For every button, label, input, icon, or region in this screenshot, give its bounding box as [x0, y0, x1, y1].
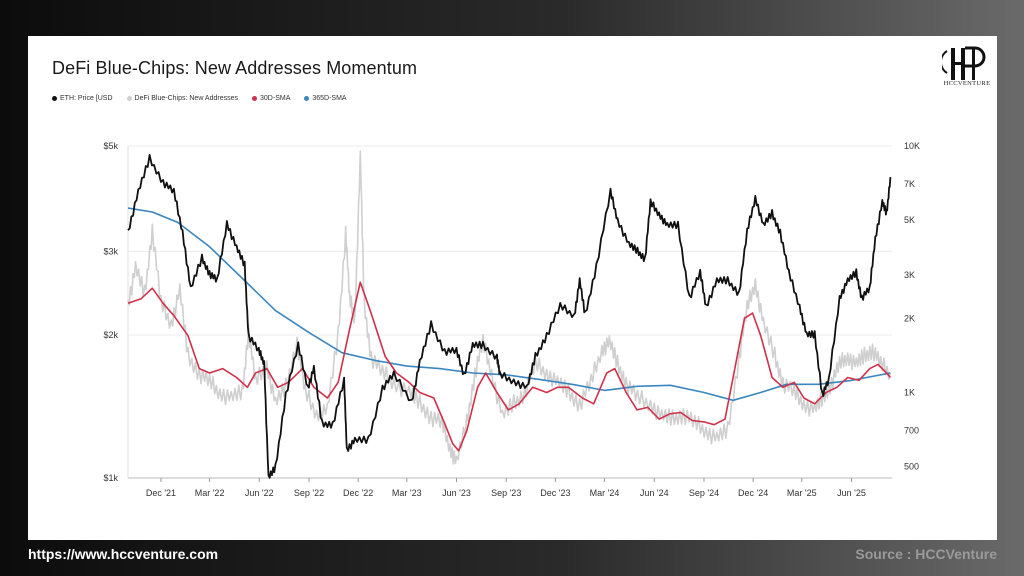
right-axis-tick-label: 10K	[904, 141, 920, 151]
legend-label-price: ETH: Price [USD	[60, 95, 113, 102]
hcc-monogram-icon	[942, 46, 986, 80]
legend-item-sma365[interactable]: 365D-SMA	[304, 95, 347, 102]
series-line-eth-price	[127, 154, 892, 479]
left-axis-tick-label: $3k	[103, 246, 118, 256]
footer-source: Source : HCCVenture	[855, 546, 997, 562]
legend-item-sma30[interactable]: 30D-SMA	[252, 95, 290, 102]
legend-label-sma365: 365D-SMA	[312, 95, 347, 102]
chart-legend: ETH: Price [USD DeFi Blue-Chips: New Add…	[52, 95, 347, 102]
x-axis-tick-label: Dec '24	[738, 488, 768, 498]
left-axis-tick-label: $1k	[103, 473, 118, 483]
chart-card: DeFi Blue-Chips: New Addresses Momentum …	[28, 36, 997, 540]
legend-label-addresses: DeFi Blue-Chips: New Addresses	[134, 95, 239, 102]
x-axis-tick-label: Sep '22	[294, 488, 324, 498]
x-axis-tick-label: Jun '25	[837, 488, 866, 498]
x-axis-tick-label: Dec '22	[343, 488, 373, 498]
series-line-new-addresses	[127, 150, 892, 465]
legend-dot-sma365	[304, 96, 310, 101]
x-axis-tick-label: Dec '23	[540, 488, 570, 498]
right-axis-tick-label: 700	[904, 426, 919, 436]
legend-label-sma30: 30D-SMA	[260, 95, 291, 102]
chart-title: DeFi Blue-Chips: New Addresses Momentum	[52, 58, 418, 78]
right-axis-tick-label: 2K	[904, 313, 915, 323]
x-axis-tick-label: Jun '22	[245, 488, 274, 498]
right-axis-tick-label: 5K	[904, 215, 915, 225]
x-axis-tick-label: Mar '24	[590, 488, 620, 498]
x-axis-tick-label: Jun '23	[442, 488, 471, 498]
x-axis-tick-label: Sep '24	[689, 488, 719, 498]
series-line-30d-sma	[127, 281, 892, 452]
legend-dot-sma30	[252, 96, 258, 101]
x-axis-tick-label: Mar '22	[195, 488, 225, 498]
right-axis-tick-label: 3K	[904, 270, 915, 280]
x-axis-tick-label: Jun '24	[640, 488, 669, 498]
chart-plot: $5k $3k $2k $1k 10K 7K 5K 3K 2K 1K 700 500 Dec '21 Ma…	[103, 141, 920, 498]
legend-dot-price	[52, 96, 57, 101]
legend-dot-addresses	[126, 96, 132, 101]
x-axis-tick-label: Dec '21	[146, 488, 176, 498]
left-axis-tick-label: $5k	[103, 141, 118, 151]
right-axis-tick-label: 1K	[904, 388, 915, 398]
x-axis-tick-label: Sep '23	[491, 488, 521, 498]
logo-text: HCCVENTURE	[943, 80, 991, 87]
left-axis-tick-label: $2k	[103, 330, 118, 340]
right-axis-tick-label: 7K	[904, 179, 915, 189]
x-axis-tick-label: Mar '23	[392, 488, 422, 498]
right-axis-tick-label: 500	[904, 462, 919, 472]
footer-url[interactable]: https://www.hccventure.com	[28, 546, 219, 562]
series-line-365d-sma	[127, 207, 891, 402]
x-axis-tick-label: Mar '25	[787, 488, 817, 498]
legend-item-addresses[interactable]: DeFi Blue-Chips: New Addresses	[126, 95, 239, 102]
legend-item-price[interactable]: ETH: Price [USD	[52, 95, 113, 102]
